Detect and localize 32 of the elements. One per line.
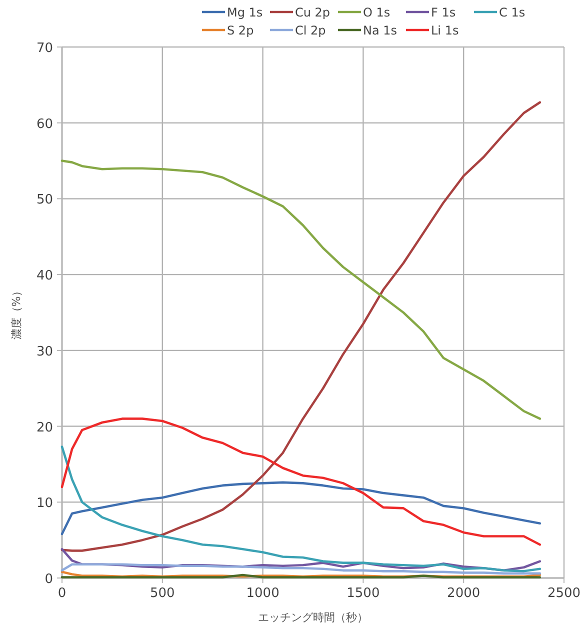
line-series bbox=[60, 563, 542, 575]
y-tick-label: 30 bbox=[36, 344, 53, 360]
y-tick-label: 70 bbox=[36, 41, 53, 56]
legend-label: S 2p bbox=[227, 24, 254, 38]
y-tick-label: 20 bbox=[36, 420, 53, 436]
x-tick-label: 1500 bbox=[346, 586, 380, 601]
legend-label: O 1s bbox=[363, 6, 390, 20]
x-tick-label: 1000 bbox=[246, 586, 280, 601]
y-tick-label: 60 bbox=[36, 116, 53, 132]
legend-label: Cu 2p bbox=[295, 6, 330, 20]
x-tick-label: 0 bbox=[58, 586, 66, 601]
y-tick-label: 50 bbox=[36, 192, 53, 208]
x-tick-label: 2000 bbox=[447, 586, 480, 601]
legend-label: Na 1s bbox=[363, 24, 398, 38]
legend-label: Cl 2p bbox=[295, 24, 326, 38]
legend-label: Mg 1s bbox=[227, 6, 263, 20]
line-series bbox=[60, 446, 542, 572]
y-tick-label: 40 bbox=[36, 268, 53, 284]
line-series bbox=[60, 418, 542, 546]
legend-label: Li 1s bbox=[431, 24, 459, 38]
x-axis-title: エッチング時間（秒） bbox=[258, 611, 368, 624]
x-tick-label: 2500 bbox=[547, 586, 581, 601]
y-tick-label: 0 bbox=[44, 572, 53, 587]
legend-label: F 1s bbox=[431, 6, 456, 20]
line-series bbox=[60, 101, 542, 552]
legend-label: C 1s bbox=[499, 6, 526, 20]
x-tick-label: 500 bbox=[150, 586, 175, 601]
line-series bbox=[60, 548, 542, 572]
line-series bbox=[60, 481, 542, 536]
y-axis-title: 濃度（%） bbox=[10, 285, 23, 340]
line-series bbox=[60, 160, 542, 420]
y-tick-label: 10 bbox=[36, 496, 53, 512]
